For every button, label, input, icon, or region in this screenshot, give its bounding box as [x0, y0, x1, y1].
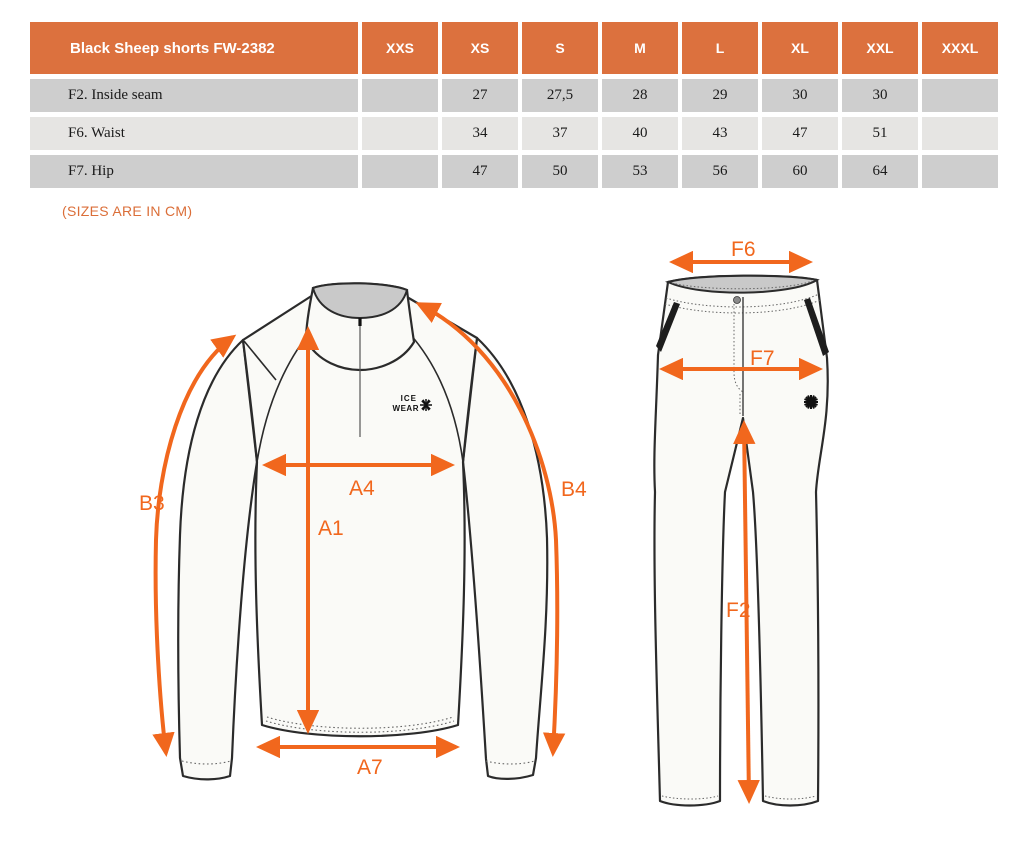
table-cell: 34	[442, 117, 518, 150]
column-header-xs: XS	[442, 22, 518, 74]
row-label-waist: F6. Waist	[30, 117, 358, 150]
brand-logo-text-bottom: WEAR	[393, 404, 419, 413]
sizes-unit-note: (SIZES ARE IN CM)	[62, 203, 193, 219]
measure-label-b3: B3	[139, 492, 165, 515]
shirt-left-sleeve	[177, 338, 259, 781]
table-cell	[362, 117, 438, 150]
table-title: Black Sheep shorts FW-2382	[30, 22, 358, 74]
column-header-xxl: XXL	[842, 22, 918, 74]
table-cell: 27	[442, 79, 518, 112]
pants-body	[653, 274, 829, 807]
table-cell	[922, 117, 998, 150]
waistband-stitching	[665, 293, 820, 308]
column-header-xxs: XXS	[362, 22, 438, 74]
zipper-pull	[358, 318, 362, 326]
table-cell: 37	[522, 117, 598, 150]
pants-waist-opening	[665, 274, 820, 294]
waist-opening-stitching	[671, 280, 813, 290]
waist-button	[733, 296, 741, 304]
table-cell: 27,5	[522, 79, 598, 112]
column-header-s: S	[522, 22, 598, 74]
pants-measurement-diagram: F6 F7 F2	[653, 240, 829, 807]
table-cell: 47	[762, 117, 838, 150]
measure-label-b4: B4	[561, 478, 587, 501]
table-cell: 53	[602, 155, 678, 188]
measure-label-f6: F6	[731, 240, 756, 261]
table-cell	[922, 79, 998, 112]
table-cell: 56	[682, 155, 758, 188]
measure-label-f7: F7	[750, 347, 775, 370]
table-cell	[922, 155, 998, 188]
shirt-right-sleeve	[461, 336, 549, 780]
table-cell: 30	[842, 79, 918, 112]
table-cell: 50	[522, 155, 598, 188]
table-cell: 28	[602, 79, 678, 112]
row-label-inside-seam: F2. Inside seam	[30, 79, 358, 112]
shirt-collar-opening	[311, 282, 409, 320]
row-label-hip: F7. Hip	[30, 155, 358, 188]
table-cell	[362, 155, 438, 188]
table-cell: 47	[442, 155, 518, 188]
column-header-xl: XL	[762, 22, 838, 74]
table-cell: 43	[682, 117, 758, 150]
measure-arrow-b3	[152, 334, 237, 757]
table-cell: 30	[762, 79, 838, 112]
shirt-measurement-diagram: ICE WEAR B3 B4 A4 A1 A7	[139, 282, 587, 781]
measure-arrow-f2	[733, 420, 760, 804]
size-chart-table: Black Sheep shorts FW-2382 XXS XS S M L …	[30, 22, 998, 188]
table-cell: 64	[842, 155, 918, 188]
brand-logo-text-top: ICE	[401, 394, 417, 403]
table-cell: 40	[602, 117, 678, 150]
table-cell: 51	[842, 117, 918, 150]
measure-arrow-b4	[415, 302, 566, 757]
measure-label-f2: F2	[726, 599, 751, 622]
column-header-l: L	[682, 22, 758, 74]
measure-label-a1: A1	[318, 517, 344, 540]
table-cell: 29	[682, 79, 758, 112]
pants-hem-stitching-left	[661, 795, 719, 800]
pocket-slash-right	[804, 298, 829, 356]
snowflake-icon	[804, 395, 818, 409]
column-header-xxxl: XXXL	[922, 22, 998, 74]
table-cell: 60	[762, 155, 838, 188]
column-header-m: M	[602, 22, 678, 74]
measure-label-a7: A7	[357, 756, 383, 779]
pocket-slash-left	[656, 302, 680, 352]
shirt-shoulder-yoke-seam	[243, 340, 277, 381]
measure-label-a4: A4	[349, 477, 375, 500]
table-cell	[362, 79, 438, 112]
pants-hem-stitching-right	[764, 795, 817, 800]
